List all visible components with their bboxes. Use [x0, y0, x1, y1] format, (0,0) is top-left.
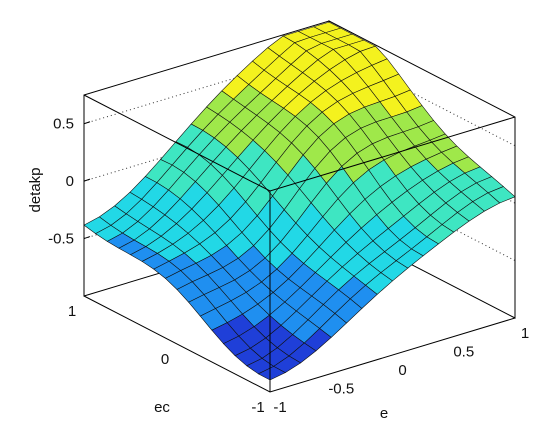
z-tick-mark [83, 121, 91, 125]
z-tick-label: -0.5 [48, 231, 74, 248]
x-tick-label: 0.5 [453, 344, 474, 361]
axes-box-front [83, 94, 516, 393]
x-axis-label: e [380, 405, 388, 422]
z-tick-label: 0.5 [53, 116, 74, 133]
y-tick-label: -1 [251, 399, 264, 416]
z-tick-mark [83, 178, 91, 182]
top-edges [83, 94, 516, 192]
y-tick-label: 0 [161, 351, 169, 368]
x-tick-label: 1 [521, 325, 529, 342]
x-tick-label: -1 [273, 399, 286, 416]
z-axis-label: detakp [27, 167, 44, 212]
base-edges [83, 295, 516, 393]
z-tick-label: 0 [66, 173, 74, 190]
surface-mesh [83, 21, 516, 381]
y-tick-label: 1 [68, 303, 76, 320]
surface-patch [257, 366, 286, 381]
z-tick-mark [83, 236, 91, 240]
x-tick-label: -0.5 [328, 381, 354, 398]
tick-labels: -0.5 0 0.5 -1 0 1 -1 -0.5 0 0.5 1 [48, 116, 529, 416]
y-axis-label: ec [154, 399, 170, 416]
x-tick-label: 0 [398, 362, 406, 379]
